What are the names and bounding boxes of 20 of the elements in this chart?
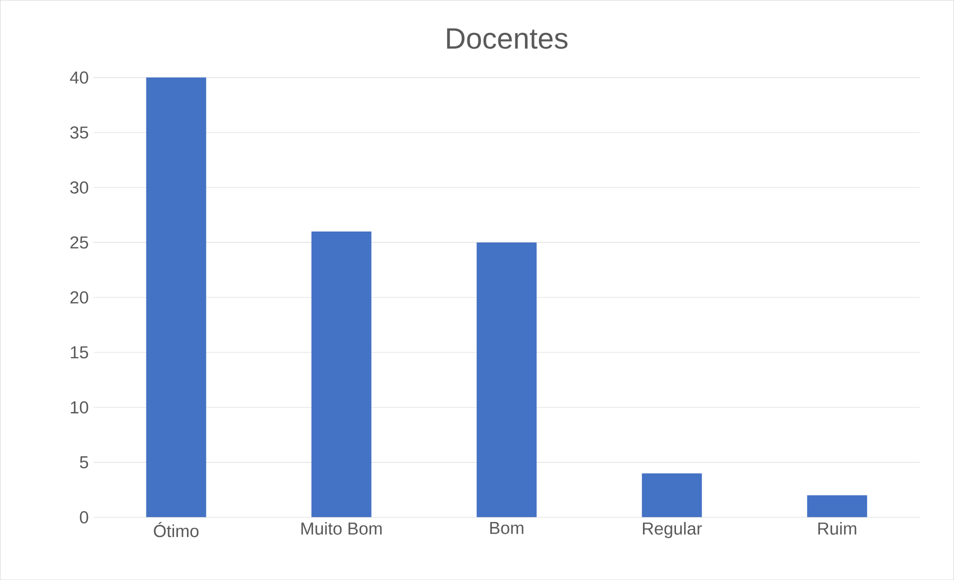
x-tick-label: Regular bbox=[642, 522, 702, 538]
bar bbox=[146, 77, 206, 518]
bar bbox=[311, 231, 372, 518]
x-tick-label: Muito Bom bbox=[301, 522, 382, 535]
y-tick-label: 10 bbox=[70, 401, 88, 414]
bar bbox=[642, 473, 702, 518]
x-tick-label: Bom bbox=[490, 522, 524, 534]
y-tick-label: 20 bbox=[70, 291, 88, 304]
bar bbox=[476, 242, 537, 518]
y-tick-label: 0 bbox=[80, 511, 88, 524]
x-tick-label: Ruim bbox=[818, 522, 856, 535]
y-tick-label: 35 bbox=[70, 126, 88, 139]
y-tick-label: 25 bbox=[70, 236, 88, 248]
y-tick-label: 5 bbox=[80, 456, 88, 468]
y-tick-label: 15 bbox=[70, 346, 88, 358]
x-tick-label: Ótimo bbox=[154, 522, 199, 538]
y-tick-label: 40 bbox=[70, 71, 88, 84]
bar bbox=[807, 495, 868, 518]
y-tick-label: 30 bbox=[70, 181, 88, 194]
chart-title: Docentes bbox=[447, 28, 568, 49]
